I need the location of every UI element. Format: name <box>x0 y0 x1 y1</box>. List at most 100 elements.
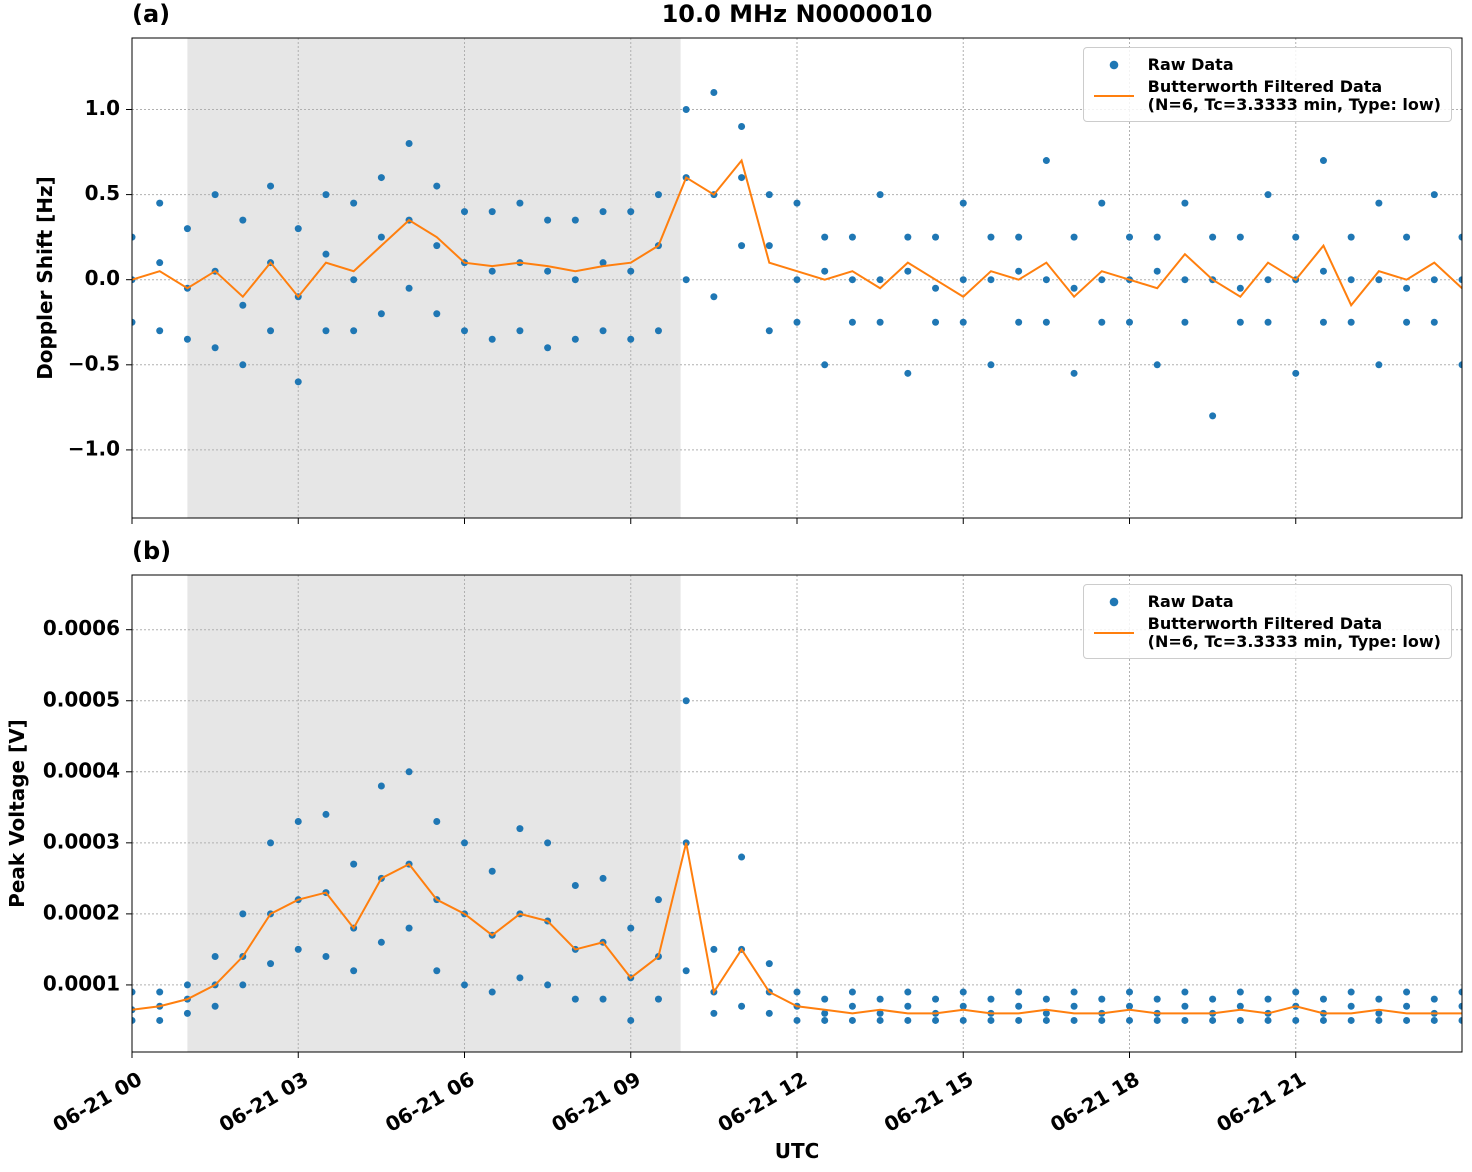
raw-point <box>1042 1016 1050 1024</box>
legend-label: Raw Data <box>1147 55 1234 74</box>
raw-point <box>932 1016 940 1024</box>
y-tick-label: 0.0006 <box>43 616 120 640</box>
raw-point <box>959 988 967 996</box>
raw-point <box>488 988 496 996</box>
legend-entry: Butterworth Filtered Data (N=6, Tc=3.333… <box>1093 78 1441 114</box>
raw-point <box>848 1016 856 1024</box>
raw-point <box>461 839 468 847</box>
y-tick-label: 0.0 <box>85 266 120 290</box>
raw-point <box>132 318 136 326</box>
raw-point <box>932 995 940 1003</box>
raw-point <box>183 1009 191 1017</box>
raw-point <box>132 988 136 996</box>
y-tick-label: 0.5 <box>85 181 120 205</box>
raw-point <box>1042 157 1050 165</box>
raw-point <box>1264 318 1272 326</box>
x-tick-label: 06-21 21 <box>1212 1067 1310 1137</box>
y-tick-label: −1.0 <box>68 436 120 460</box>
y-tick-label: 1.0 <box>85 96 120 120</box>
raw-point <box>1236 1002 1244 1010</box>
panel-label: (a) <box>132 0 170 28</box>
legend-label: Raw Data <box>1147 592 1234 611</box>
raw-point <box>433 967 441 975</box>
raw-point <box>1181 1002 1189 1010</box>
raw-point <box>1236 318 1244 326</box>
raw-point <box>1153 233 1161 241</box>
legend-symbol <box>1093 86 1134 106</box>
raw-point <box>682 105 690 113</box>
raw-point <box>377 174 385 182</box>
raw-point <box>627 335 635 343</box>
raw-point <box>1319 318 1327 326</box>
raw-point <box>405 924 413 932</box>
raw-point <box>294 945 302 953</box>
raw-point <box>987 995 995 1003</box>
raw-point <box>571 335 579 343</box>
raw-point <box>211 191 219 199</box>
raw-point <box>1430 191 1438 199</box>
raw-point <box>793 276 801 284</box>
raw-point <box>1292 233 1300 241</box>
raw-point <box>959 1002 967 1010</box>
raw-point <box>544 216 552 224</box>
filtered-line <box>132 158 1462 308</box>
raw-point <box>821 1016 829 1024</box>
raw-point <box>1126 1002 1133 1010</box>
raw-point <box>1015 988 1023 996</box>
raw-point <box>848 988 856 996</box>
raw-point <box>488 335 496 343</box>
legend-symbol <box>1093 55 1134 75</box>
raw-point <box>1430 1016 1438 1024</box>
raw-point <box>710 1009 718 1017</box>
raw-point <box>1015 1002 1023 1010</box>
legend: Raw Data Butterworth Filtered Data (N=6, … <box>1082 584 1452 659</box>
raw-point <box>239 981 247 989</box>
raw-point <box>488 267 496 275</box>
raw-point <box>1430 995 1438 1003</box>
raw-point <box>1347 318 1355 326</box>
raw-point <box>239 910 247 918</box>
raw-point <box>904 1002 912 1010</box>
panel-label: (b) <box>132 537 171 565</box>
raw-point <box>1319 995 1327 1003</box>
plot-area <box>132 88 1462 420</box>
raw-point <box>821 233 829 241</box>
raw-point <box>738 123 746 131</box>
y-axis-label: Peak Voltage [V] <box>5 719 29 908</box>
legend-symbol <box>1093 592 1134 612</box>
raw-point <box>1236 284 1244 292</box>
shaded-region <box>187 575 681 1052</box>
raw-point <box>267 839 275 847</box>
raw-point <box>1236 233 1244 241</box>
raw-point <box>350 967 358 975</box>
raw-point <box>1181 988 1189 996</box>
raw-point <box>904 1016 912 1024</box>
raw-point <box>1236 1016 1244 1024</box>
raw-point <box>322 327 330 335</box>
raw-point <box>488 208 496 216</box>
raw-point <box>1126 988 1133 996</box>
x-tick-label: 06-21 06 <box>381 1067 479 1137</box>
raw-point <box>433 242 441 250</box>
raw-point <box>1292 988 1300 996</box>
raw-point <box>322 810 330 818</box>
raw-point <box>571 216 579 224</box>
raw-point <box>876 1009 884 1017</box>
raw-point <box>599 995 607 1003</box>
raw-point <box>516 825 524 833</box>
raw-point <box>959 1016 967 1024</box>
raw-point <box>1153 1016 1161 1024</box>
raw-point <box>599 208 607 216</box>
x-tick-label: 06-21 03 <box>215 1067 313 1137</box>
raw-point <box>211 344 219 352</box>
raw-point <box>1070 1002 1078 1010</box>
raw-point <box>350 199 358 207</box>
raw-point <box>1458 276 1462 284</box>
raw-point <box>738 1002 746 1010</box>
raw-point <box>1403 284 1411 292</box>
raw-point <box>516 327 524 335</box>
raw-point <box>1209 995 1217 1003</box>
raw-point <box>405 140 413 148</box>
legend: Raw Data Butterworth Filtered Data (N=6, … <box>1082 47 1452 122</box>
